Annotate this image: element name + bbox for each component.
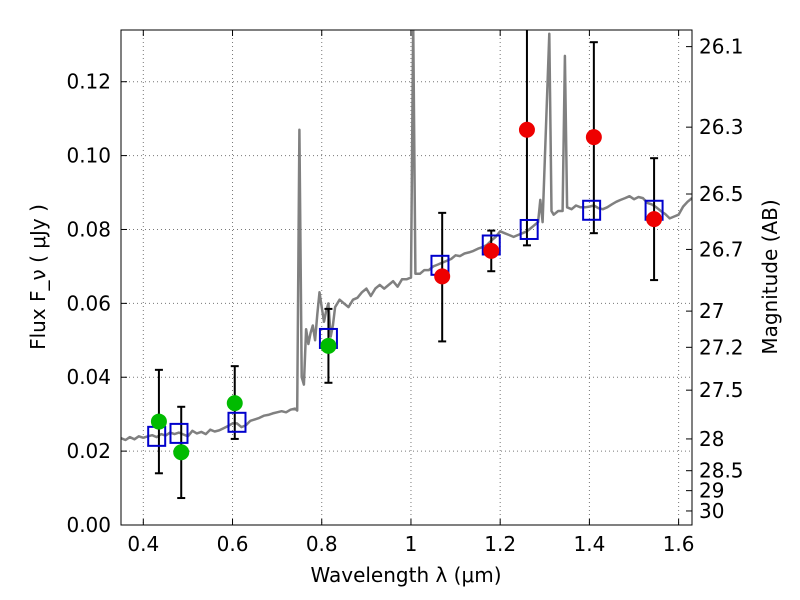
photometry-point [150,413,167,430]
y-tick-label: 0.08 [66,217,111,241]
photometry-point [483,242,500,259]
photometry-point [646,211,663,228]
y-tick-label: 0.12 [66,70,111,94]
x-tick-label: 0.4 [127,532,159,556]
magnitude-tick-label: 27.2 [699,335,744,359]
model-photometry-square [169,422,189,444]
magnitude-tick-label: 26.5 [699,182,744,206]
y-tick-label: 0.10 [66,144,111,168]
magnitude-tick-label: 28 [699,427,724,451]
y-tick-label: 0.06 [66,291,111,315]
sed-model-line [121,30,692,442]
photometry-point [173,444,190,461]
y-axis-right-label: Magnitude (AB) [758,199,782,354]
x-tick-label: 1 [405,532,418,556]
x-tick-label: 1.2 [484,532,516,556]
magnitude-tick-label: 26.1 [699,35,744,59]
magnitude-tick-label: 27 [699,299,724,323]
model-photometry-square [582,199,602,221]
magnitude-tick-label: 27.5 [699,378,744,402]
photometry-point [320,337,337,354]
x-tick-label: 1.4 [573,532,605,556]
magnitude-tick-label: 29 [699,479,724,503]
x-tick-label: 0.8 [306,532,338,556]
magnitude-tick-label: 26.7 [699,237,744,261]
photometry-point [226,395,243,412]
x-axis-label: Wavelength λ (μm) [310,563,501,587]
model-photometry-square [227,411,247,433]
x-tick-label: 0.6 [217,532,249,556]
magnitude-tick-label: 26.3 [699,115,744,139]
photometry-point [518,121,535,138]
magnitude-tick-label: 30 [699,499,724,523]
magnitude-tick-label: 28.5 [699,459,744,483]
photometry-point [434,268,451,285]
model-photometry-square [519,218,539,240]
photometry-point [585,129,602,146]
x-tick-label: 1.6 [663,532,695,556]
y-tick-label: 0.00 [66,513,111,537]
y-tick-label: 0.02 [66,439,111,463]
y-tick-label: 0.04 [66,365,111,389]
plot-frame [120,29,693,526]
y-axis-label: Flux F_ν ( μJy ) [26,204,50,350]
grid-lines [121,30,692,526]
